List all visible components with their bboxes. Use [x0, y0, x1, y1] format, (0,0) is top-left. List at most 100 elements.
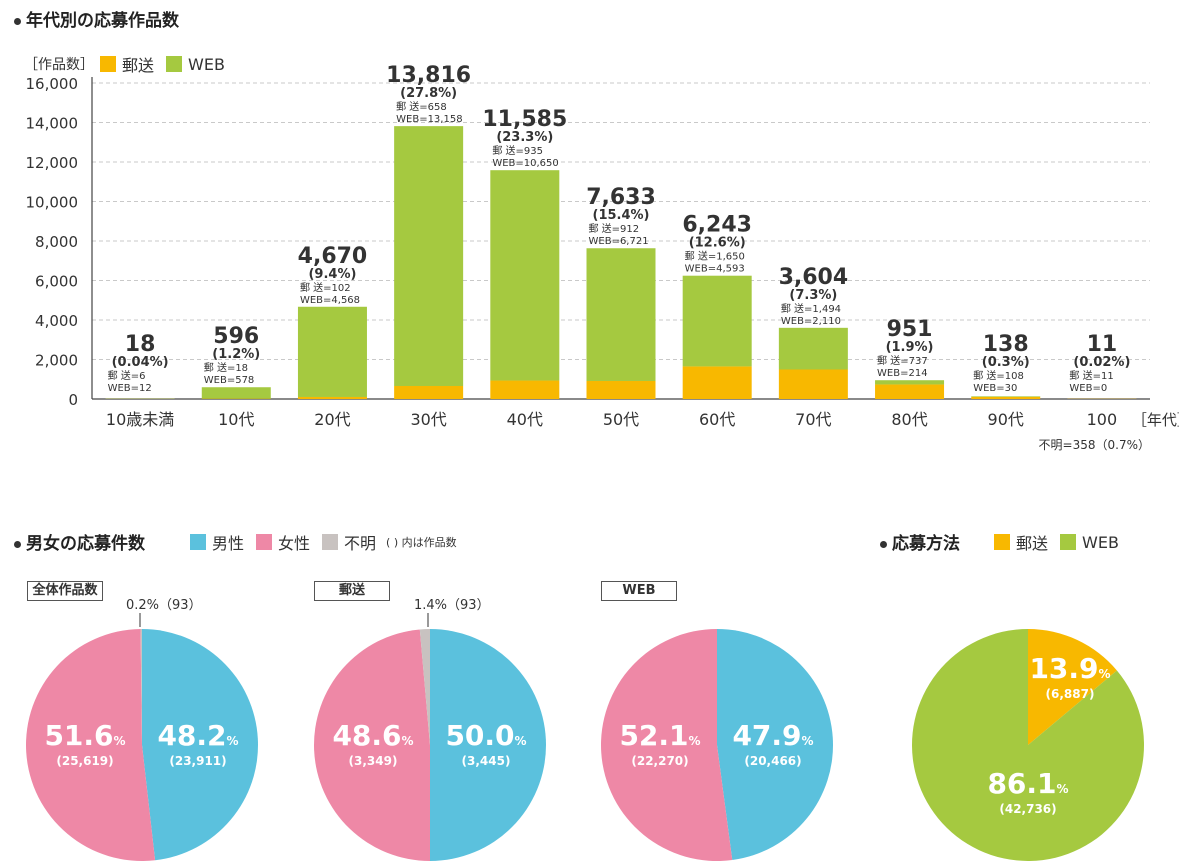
bar-web: [586, 248, 656, 381]
x-tick-label: 100: [1087, 410, 1118, 429]
bar-mail: [490, 380, 560, 399]
bar-web: [778, 327, 848, 370]
legend-male-label: 男性: [212, 534, 245, 553]
method-legend: 郵送 WEB: [994, 530, 1119, 554]
bar-web-label: WEB=2,110: [781, 316, 841, 327]
method-section-title-text: 応募方法: [892, 534, 960, 554]
gender-legend: 男性 女性 不明 ( ) 内は作品数: [190, 530, 457, 554]
age-chart-title: 年代別の応募作品数: [14, 6, 179, 31]
bar-pct-label: (27.8%): [400, 86, 457, 101]
bullet-icon: [14, 17, 21, 25]
bar-pct-label: (15.4%): [593, 208, 650, 223]
bar-mail: [778, 369, 848, 399]
bar-pct-label: (12.6%): [689, 236, 746, 251]
bar-mail-label: 郵 送=102: [300, 281, 351, 294]
bar-total-label: 951: [887, 317, 933, 342]
pie-female-label-count: (25,619): [56, 754, 113, 768]
y-tick-label: 4,000: [35, 312, 78, 330]
pie-method-web-label-pct: 86.1%: [987, 767, 1068, 800]
pie-male-label-pct: 48.2%: [157, 719, 238, 752]
legend-male-swatch: [190, 534, 206, 550]
bar-total-label: 11,585: [482, 107, 567, 132]
bar-web-label: WEB=10,650: [492, 158, 558, 169]
bar-web: [682, 275, 752, 367]
pie-slice-male: [142, 629, 258, 861]
y-tick-label: 12,000: [26, 154, 79, 172]
bar-mail-label: 郵 送=108: [973, 369, 1024, 382]
y-tick-label: 14,000: [26, 115, 79, 133]
bar-mail: [586, 380, 656, 399]
bar-web-label: WEB=30: [973, 383, 1017, 394]
y-tick-label: 2,000: [35, 352, 78, 370]
pie-method-mail-label-pct: 13.9%: [1029, 652, 1110, 685]
legend-method-mail-swatch: [994, 534, 1010, 550]
y-tick-label: 8,000: [35, 233, 78, 251]
legend-method-web-label: WEB: [1082, 532, 1119, 552]
x-unit-label: ［年代］: [1132, 411, 1179, 429]
pie-slice-unknown: [419, 629, 430, 745]
bar-web: [971, 396, 1041, 397]
pie-slice-method-web: [912, 629, 1145, 861]
legend-mail-swatch: [100, 56, 116, 72]
x-tick-label: 10歳未満: [106, 410, 174, 429]
bar-pct-label: (9.4%): [308, 267, 356, 282]
bar-mail: [971, 396, 1041, 399]
bar-web-label: WEB=6,721: [589, 236, 649, 247]
bar-total-label: 7,633: [586, 185, 656, 210]
bar-web: [297, 306, 367, 397]
legend-female-swatch: [256, 534, 273, 550]
x-tick-label: 60代: [699, 410, 735, 429]
bar-total-label: 11: [1087, 332, 1118, 357]
age-chart-title-text: 年代別の応募作品数: [26, 11, 179, 31]
bar-mail-label: 郵 送=1,650: [685, 250, 745, 263]
pie-female-label-pct: 52.1%: [619, 719, 700, 752]
bar-mail: [682, 366, 752, 399]
pie-female-label-count: (3,349): [349, 754, 398, 768]
pie-slice-male: [430, 629, 546, 861]
x-tick-label: 20代: [314, 410, 350, 429]
bar-web: [875, 380, 945, 385]
gender-section-title: 男女の応募件数: [14, 529, 145, 554]
y-unit-label: ［作品数］: [24, 57, 94, 73]
bullet-icon: [880, 540, 887, 548]
y-tick-label: 16,000: [26, 75, 79, 93]
x-tick-label: 70代: [795, 410, 831, 429]
bar-web-label: WEB=4,568: [300, 295, 360, 306]
x-tick-label: 30代: [410, 410, 446, 429]
bar-web-label: WEB=12: [108, 383, 152, 394]
bar-mail-label: 郵 送=11: [1069, 369, 1113, 382]
age-chart-legend: ［作品数］ 郵送 WEB: [24, 52, 225, 76]
bar-web: [394, 126, 464, 387]
bar-web: [201, 387, 271, 399]
bar-mail: [394, 386, 464, 399]
bar-total-label: 18: [125, 332, 156, 357]
bar-mail-label: 郵 送=737: [877, 354, 928, 367]
pie-female-label-pct: 51.6%: [44, 719, 125, 752]
bar-total-label: 596: [213, 324, 259, 349]
pie-female-label-pct: 48.6%: [332, 719, 413, 752]
pie-unknown-label: 0.2%（93）: [126, 598, 202, 613]
bullet-icon: [14, 540, 21, 548]
pie-male-label-pct: 47.9%: [732, 719, 813, 752]
bar-web-label: WEB=13,158: [396, 114, 462, 125]
pie-male-label-count: (3,445): [462, 754, 511, 768]
bar-total-label: 138: [983, 332, 1029, 357]
bar-pct-label: (23.3%): [496, 130, 553, 145]
y-tick-label: 10,000: [26, 194, 79, 212]
legend-method-mail-label: 郵送: [1016, 534, 1049, 553]
bar-web-label: WEB=578: [204, 375, 255, 386]
bar-web-label: WEB=0: [1069, 383, 1107, 394]
bar-total-label: 4,670: [298, 244, 368, 269]
age-bar-chart: 0 2,000 4,000 6,000 8,000 10,000 12,000 14,000 1…: [26, 63, 1179, 452]
pie-label-web: WEB: [601, 581, 677, 601]
x-tick-label: 50代: [603, 410, 639, 429]
pie-unknown-label: 1.4%（93）: [414, 598, 490, 613]
legend-web-swatch: [166, 56, 183, 72]
legend-web-label: WEB: [188, 54, 225, 74]
pie-label-all: 全体作品数: [27, 581, 103, 601]
bar-mail-label: 郵 送=18: [204, 361, 248, 374]
pie-slice-female: [313, 629, 430, 861]
pie-slice-female: [26, 629, 156, 861]
pie-female-label-count: (22,270): [631, 754, 688, 768]
